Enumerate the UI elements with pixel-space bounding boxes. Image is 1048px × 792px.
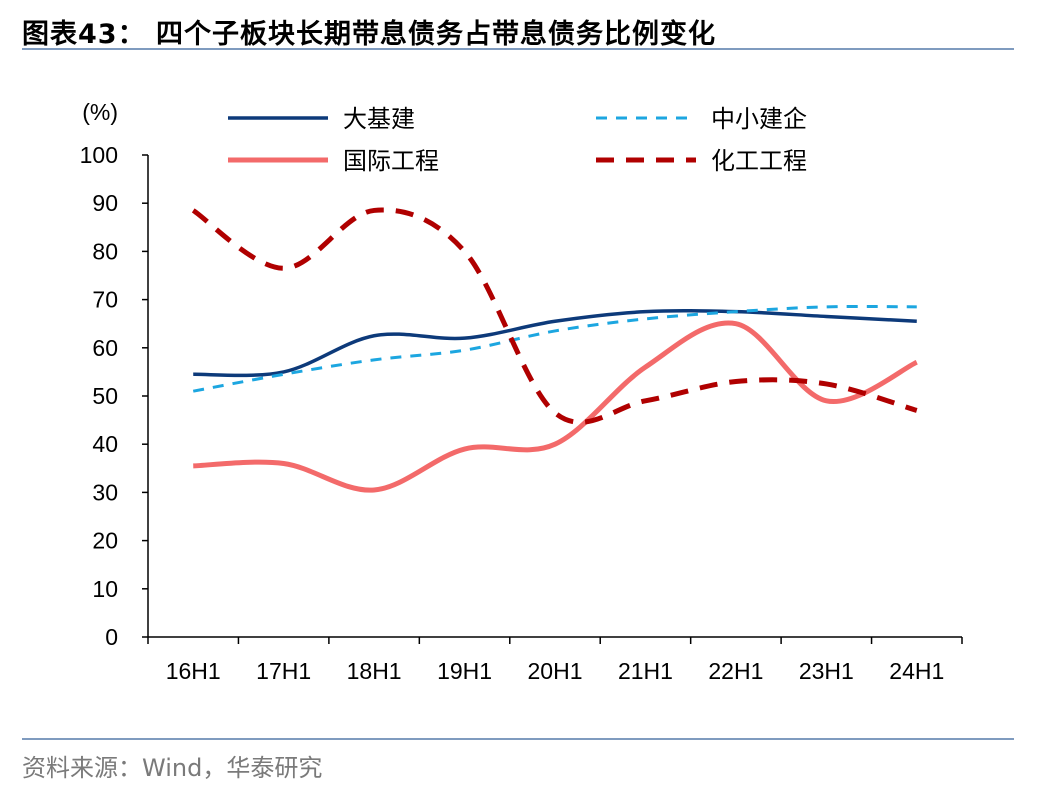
series-line-3 <box>193 320 918 493</box>
footer-divider <box>22 738 1014 740</box>
series-lines <box>191 207 918 493</box>
chart-title: 图表43： 四个子板块长期带息债务占带息债务比例变化 <box>22 19 716 50</box>
source-note: 资料来源：Wind，华泰研究 <box>22 754 323 782</box>
legend-label-4: 化工工程 <box>711 147 807 175</box>
legend-label-3: 国际工程 <box>343 147 439 175</box>
y-tick-label: 80 <box>92 238 118 264</box>
y-tick-label: 90 <box>92 190 118 216</box>
x-tick-label: 17H1 <box>256 658 311 684</box>
y-axis-label: (%) <box>82 99 118 125</box>
x-tick-label: 23H1 <box>799 658 854 684</box>
x-tick-label: 21H1 <box>618 658 673 684</box>
y-tick-label: 40 <box>92 431 118 457</box>
y-tick-label: 0 <box>105 624 118 650</box>
y-tick-label: 30 <box>92 479 118 505</box>
y-tick-label: 10 <box>92 576 118 602</box>
x-tick-label: 18H1 <box>347 658 402 684</box>
y-tick-label: 100 <box>80 142 118 168</box>
axes <box>147 155 962 638</box>
series-line-4 <box>191 207 918 425</box>
x-tick-label: 20H1 <box>528 658 583 684</box>
series-line-1 <box>193 308 917 378</box>
y-tick-label: 50 <box>92 383 118 409</box>
legend-label-1: 大基建 <box>343 105 415 133</box>
title-divider <box>22 48 1014 50</box>
y-tick-label: 20 <box>92 528 118 554</box>
x-tick-label: 19H1 <box>437 658 492 684</box>
y-tick-label: 60 <box>92 335 118 361</box>
x-tick-label: 24H1 <box>889 658 944 684</box>
x-tick-label: 16H1 <box>166 658 221 684</box>
x-tick-label: 22H1 <box>708 658 763 684</box>
legend-label-2: 中小建企 <box>711 105 807 133</box>
series-line-2 <box>192 304 917 393</box>
ticks: 0 10 20 30 40 50 60 70 80 90 100 (%) 16H1 17H1 18H1 19H… <box>80 99 963 684</box>
y-tick-label: 70 <box>92 287 118 313</box>
